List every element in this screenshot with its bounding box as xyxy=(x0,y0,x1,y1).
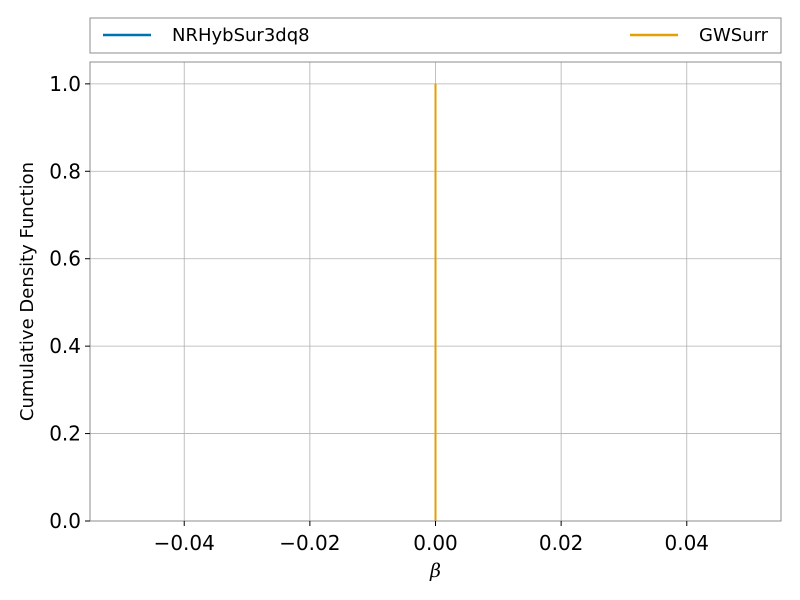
legend: NRHybSur3dq8 GWSurr xyxy=(89,17,782,54)
x-tick-label: −0.02 xyxy=(279,531,340,555)
x-axis-label: β xyxy=(429,560,441,582)
y-tick-label: 0.2 xyxy=(49,422,81,446)
y-axis: 0.0 0.2 0.4 0.6 0.8 1.0 xyxy=(49,72,90,533)
x-axis: −0.04 −0.02 0.00 0.02 0.04 xyxy=(154,521,709,555)
x-tick-label: 0.02 xyxy=(539,531,584,555)
y-tick-label: 0.8 xyxy=(49,159,81,183)
legend-label-nrhybsur3dq8: NRHybSur3dq8 xyxy=(172,25,310,46)
y-tick-label: 0.4 xyxy=(49,334,81,358)
x-tick-label: 0.00 xyxy=(413,531,458,555)
legend-label-gwsurr: GWSurr xyxy=(699,25,769,46)
x-tick-label: −0.04 xyxy=(154,531,215,555)
y-tick-label: 0.6 xyxy=(49,247,81,271)
x-tick-label: 0.04 xyxy=(665,531,710,555)
y-axis-label: Cumulative Density Function xyxy=(17,162,38,421)
y-tick-label: 0.0 xyxy=(49,509,81,533)
y-tick-label: 1.0 xyxy=(49,72,81,96)
